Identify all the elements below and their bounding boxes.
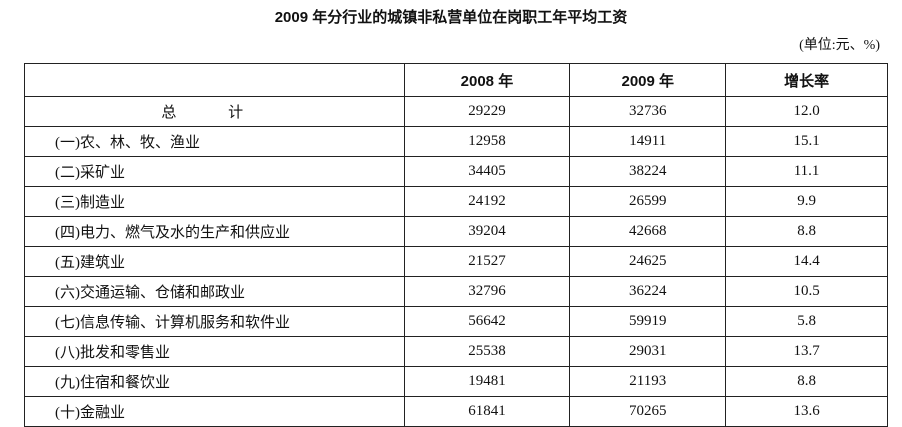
wage-2009-cell: 21193 [569, 366, 727, 397]
growth-cell: 12.0 [725, 96, 888, 127]
wage-2009-cell: 24625 [569, 246, 727, 277]
industry-cell: (七)信息传输、计算机服务和软件业 [24, 306, 405, 337]
table-title: 2009 年分行业的城镇非私营单位在岗职工年平均工资 [274, 9, 628, 26]
wage-2009-cell: 29031 [569, 336, 727, 367]
wage-2009-cell: 26599 [569, 186, 727, 217]
wage-2008-cell: 34405 [403, 156, 571, 187]
industry-cell: (九)住宿和餐饮业 [24, 366, 405, 397]
table-row: (三)制造业 24192 26599 9.9 [24, 186, 888, 217]
wage-2008-cell: 24192 [403, 186, 571, 217]
growth-cell: 11.1 [725, 156, 888, 187]
growth-cell: 8.8 [725, 366, 888, 397]
wage-2008-cell: 12958 [403, 126, 571, 157]
wage-2008-cell: 21527 [403, 246, 571, 277]
table-row: (八)批发和零售业 25538 29031 13.7 [24, 336, 888, 367]
table-row: (六)交通运输、仓储和邮政业 32796 36224 10.5 [24, 276, 888, 307]
header-2009: 2009 年 [569, 63, 727, 97]
table-row: (十)金融业 61841 70265 13.6 [24, 396, 888, 427]
table-row: (四)电力、燃气及水的生产和供应业 39204 42668 8.8 [24, 216, 888, 247]
wage-2009-cell: 36224 [569, 276, 727, 307]
industry-cell: (三)制造业 [24, 186, 405, 217]
industry-cell: (四)电力、燃气及水的生产和供应业 [24, 216, 405, 247]
header-industry [24, 63, 405, 97]
growth-cell: 14.4 [725, 246, 888, 277]
wage-2009-cell: 38224 [569, 156, 727, 187]
wage-2009-cell: 42668 [569, 216, 727, 247]
industry-cell: (二)采矿业 [24, 156, 405, 187]
table-row: (一)农、林、牧、渔业 12958 14911 15.1 [24, 126, 888, 157]
header-2008: 2008 年 [403, 63, 571, 97]
total-row: 总 计 29229 32736 12.0 [24, 96, 888, 127]
table-row: (二)采矿业 34405 38224 11.1 [24, 156, 888, 187]
wage-2008-cell: 25538 [403, 336, 571, 367]
growth-cell: 13.6 [725, 396, 888, 427]
wage-2008-cell: 61841 [403, 396, 571, 427]
unit-note: (单位:元、%) [799, 38, 880, 53]
wage-2009-cell: 14911 [569, 126, 727, 157]
wage-2008-cell: 32796 [403, 276, 571, 307]
industry-cell: (十)金融业 [24, 396, 405, 427]
industry-cell: (一)农、林、牧、渔业 [24, 126, 405, 157]
table-row: (九)住宿和餐饮业 19481 21193 8.8 [24, 366, 888, 397]
growth-cell: 9.9 [725, 186, 888, 217]
wage-2008-cell: 29229 [403, 96, 571, 127]
wage-2009-cell: 59919 [569, 306, 727, 337]
industry-cell: (五)建筑业 [24, 246, 405, 277]
growth-cell: 13.7 [725, 336, 888, 367]
wage-2009-cell: 70265 [569, 396, 727, 427]
wage-2008-cell: 39204 [403, 216, 571, 247]
growth-cell: 15.1 [725, 126, 888, 157]
growth-cell: 5.8 [725, 306, 888, 337]
wage-2008-cell: 19481 [403, 366, 571, 397]
industry-cell: (八)批发和零售业 [24, 336, 405, 367]
industry-cell: (六)交通运输、仓储和邮政业 [24, 276, 405, 307]
industry-cell: 总 计 [24, 96, 405, 127]
growth-cell: 8.8 [725, 216, 888, 247]
wage-2008-cell: 56642 [403, 306, 571, 337]
header-row: 2008 年 2009 年 增长率 [24, 63, 888, 97]
growth-cell: 10.5 [725, 276, 888, 307]
table-row: (七)信息传输、计算机服务和软件业 56642 59919 5.8 [24, 306, 888, 337]
header-growth: 增长率 [725, 63, 888, 97]
wage-table: 2008 年 2009 年 增长率 总 计 29229 32736 12.0 (一)农、… [24, 63, 888, 427]
wage-2009-cell: 32736 [569, 96, 727, 127]
table-row: (五)建筑业 21527 24625 14.4 [24, 246, 888, 277]
